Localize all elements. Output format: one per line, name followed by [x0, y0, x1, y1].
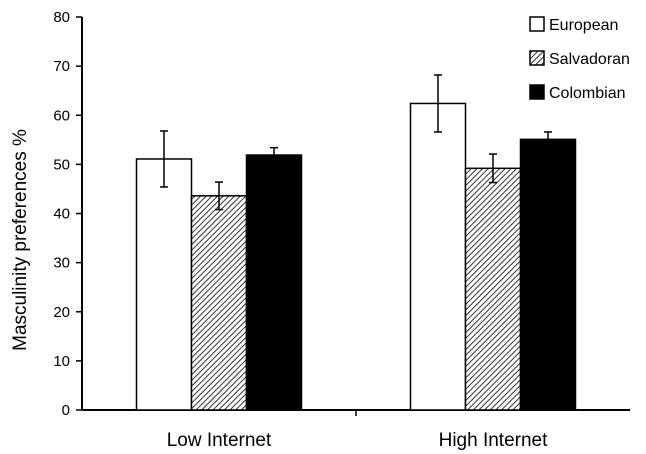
- y-tick-label: 50: [53, 156, 70, 173]
- legend-swatch-salvadoran: [529, 50, 545, 66]
- legend-swatch-european: [529, 16, 545, 32]
- y-tick-label: 0: [62, 402, 70, 419]
- y-tick-label: 10: [53, 353, 70, 370]
- bar-salvadoran: [190, 195, 248, 411]
- legend: European Salvadoran Colombian: [529, 16, 630, 102]
- bar-european: [135, 158, 193, 411]
- bar-colombian: [245, 154, 303, 411]
- x-category-label: Low Internet: [167, 430, 272, 451]
- y-tick-label: 20: [53, 304, 70, 321]
- legend-label: Colombian: [549, 85, 625, 102]
- y-tick-label: 80: [53, 9, 70, 26]
- legend-swatch-colombian: [529, 84, 545, 100]
- y-tick-label: 40: [53, 206, 70, 223]
- legend-label: European: [549, 17, 618, 34]
- bars: Low Internet High Internet: [135, 74, 577, 451]
- y-tick-label: 30: [53, 255, 70, 272]
- x-category-label: High Internet: [439, 430, 549, 451]
- bar-colombian: [519, 138, 577, 411]
- bar-european: [409, 102, 467, 411]
- bar-salvadoran: [464, 167, 522, 411]
- y-tick-label: 60: [53, 107, 70, 124]
- legend-label: Salvadoran: [549, 51, 630, 68]
- y-axis-label: Masculinity preferences %: [10, 129, 31, 351]
- y-tick-label: 70: [53, 58, 70, 75]
